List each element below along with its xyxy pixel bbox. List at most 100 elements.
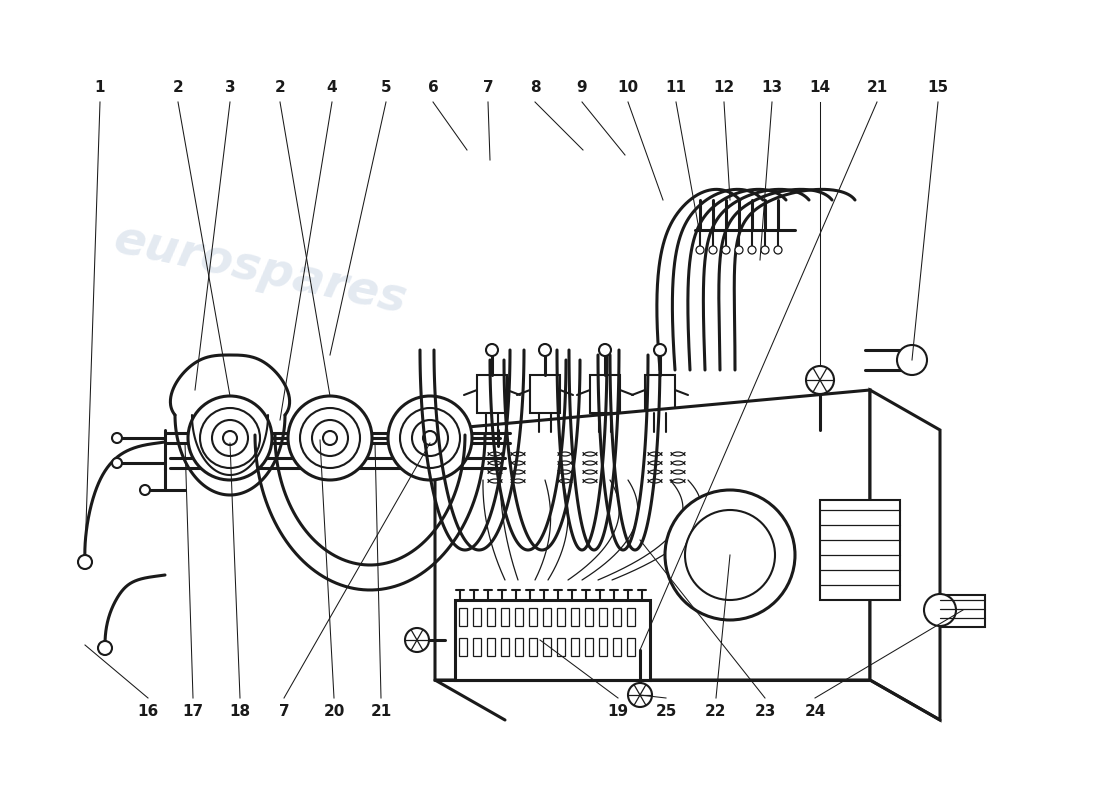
Text: 4: 4 bbox=[327, 81, 338, 95]
Circle shape bbox=[400, 408, 460, 468]
Text: 6: 6 bbox=[428, 81, 439, 95]
Circle shape bbox=[666, 490, 795, 620]
Circle shape bbox=[806, 366, 834, 394]
Text: 8: 8 bbox=[530, 81, 540, 95]
Circle shape bbox=[424, 431, 437, 445]
Bar bbox=[664, 462, 680, 474]
Bar bbox=[600, 638, 607, 656]
Text: 23: 23 bbox=[755, 705, 775, 719]
Text: 14: 14 bbox=[810, 81, 830, 95]
Bar bbox=[590, 375, 620, 413]
Bar bbox=[585, 638, 593, 656]
Text: 15: 15 bbox=[927, 81, 948, 95]
Bar bbox=[571, 638, 579, 656]
Bar bbox=[645, 375, 675, 413]
Bar bbox=[529, 638, 537, 656]
Bar bbox=[613, 608, 621, 626]
Circle shape bbox=[486, 344, 498, 356]
Circle shape bbox=[98, 641, 112, 655]
Bar bbox=[490, 462, 506, 474]
Text: 19: 19 bbox=[607, 705, 628, 719]
Bar bbox=[820, 500, 900, 600]
Circle shape bbox=[78, 555, 92, 569]
Text: 5: 5 bbox=[381, 81, 392, 95]
Bar bbox=[500, 608, 509, 626]
Circle shape bbox=[323, 431, 337, 445]
Text: 2: 2 bbox=[275, 81, 285, 95]
Circle shape bbox=[735, 246, 743, 254]
Circle shape bbox=[539, 344, 551, 356]
Text: 21: 21 bbox=[867, 81, 888, 95]
Circle shape bbox=[654, 344, 666, 356]
Text: 13: 13 bbox=[761, 81, 782, 95]
Text: 17: 17 bbox=[183, 705, 204, 719]
Bar bbox=[500, 638, 509, 656]
Circle shape bbox=[924, 594, 956, 626]
Circle shape bbox=[200, 408, 260, 468]
Text: 1: 1 bbox=[95, 81, 106, 95]
Bar bbox=[940, 595, 984, 627]
Circle shape bbox=[696, 246, 704, 254]
Bar bbox=[537, 462, 553, 474]
Bar bbox=[455, 600, 650, 680]
Bar bbox=[543, 608, 551, 626]
Circle shape bbox=[288, 396, 372, 480]
Bar bbox=[591, 432, 619, 446]
Text: 22: 22 bbox=[705, 705, 727, 719]
Polygon shape bbox=[434, 390, 870, 680]
Bar bbox=[459, 638, 468, 656]
Circle shape bbox=[600, 344, 610, 356]
Text: 9: 9 bbox=[576, 81, 587, 95]
Bar bbox=[473, 638, 481, 656]
Circle shape bbox=[685, 510, 775, 600]
Bar bbox=[554, 462, 570, 474]
Circle shape bbox=[774, 246, 782, 254]
Bar bbox=[682, 462, 698, 474]
Bar bbox=[600, 608, 607, 626]
Bar bbox=[627, 608, 635, 626]
Text: 18: 18 bbox=[230, 705, 251, 719]
Bar bbox=[477, 375, 507, 413]
Circle shape bbox=[112, 458, 122, 468]
Text: 12: 12 bbox=[714, 81, 735, 95]
Circle shape bbox=[628, 683, 652, 707]
Bar bbox=[621, 462, 638, 474]
Bar bbox=[613, 638, 621, 656]
Bar bbox=[646, 432, 674, 446]
Circle shape bbox=[140, 485, 150, 495]
Circle shape bbox=[896, 345, 927, 375]
Text: 16: 16 bbox=[138, 705, 158, 719]
Circle shape bbox=[188, 396, 272, 480]
Bar bbox=[557, 608, 565, 626]
Text: 11: 11 bbox=[666, 81, 686, 95]
Bar bbox=[604, 462, 620, 474]
Text: 7: 7 bbox=[483, 81, 493, 95]
Circle shape bbox=[300, 408, 360, 468]
Text: 25: 25 bbox=[656, 705, 676, 719]
Text: 24: 24 bbox=[804, 705, 826, 719]
Bar bbox=[530, 375, 560, 413]
Text: 20: 20 bbox=[323, 705, 344, 719]
Circle shape bbox=[388, 396, 472, 480]
Circle shape bbox=[312, 420, 348, 456]
Circle shape bbox=[761, 246, 769, 254]
Bar bbox=[515, 638, 522, 656]
Circle shape bbox=[710, 246, 717, 254]
Bar bbox=[529, 608, 537, 626]
Bar bbox=[478, 432, 506, 446]
Circle shape bbox=[405, 628, 429, 652]
Bar bbox=[531, 432, 559, 446]
Bar bbox=[557, 638, 565, 656]
Text: 21: 21 bbox=[371, 705, 392, 719]
Bar bbox=[487, 608, 495, 626]
Text: eurospares: eurospares bbox=[549, 527, 850, 633]
Circle shape bbox=[112, 433, 122, 443]
Bar bbox=[543, 638, 551, 656]
Text: 7: 7 bbox=[278, 705, 289, 719]
Text: 10: 10 bbox=[617, 81, 639, 95]
Circle shape bbox=[223, 431, 236, 445]
Circle shape bbox=[722, 246, 730, 254]
Text: eurospares: eurospares bbox=[109, 217, 410, 323]
Bar bbox=[585, 608, 593, 626]
Bar bbox=[515, 608, 522, 626]
